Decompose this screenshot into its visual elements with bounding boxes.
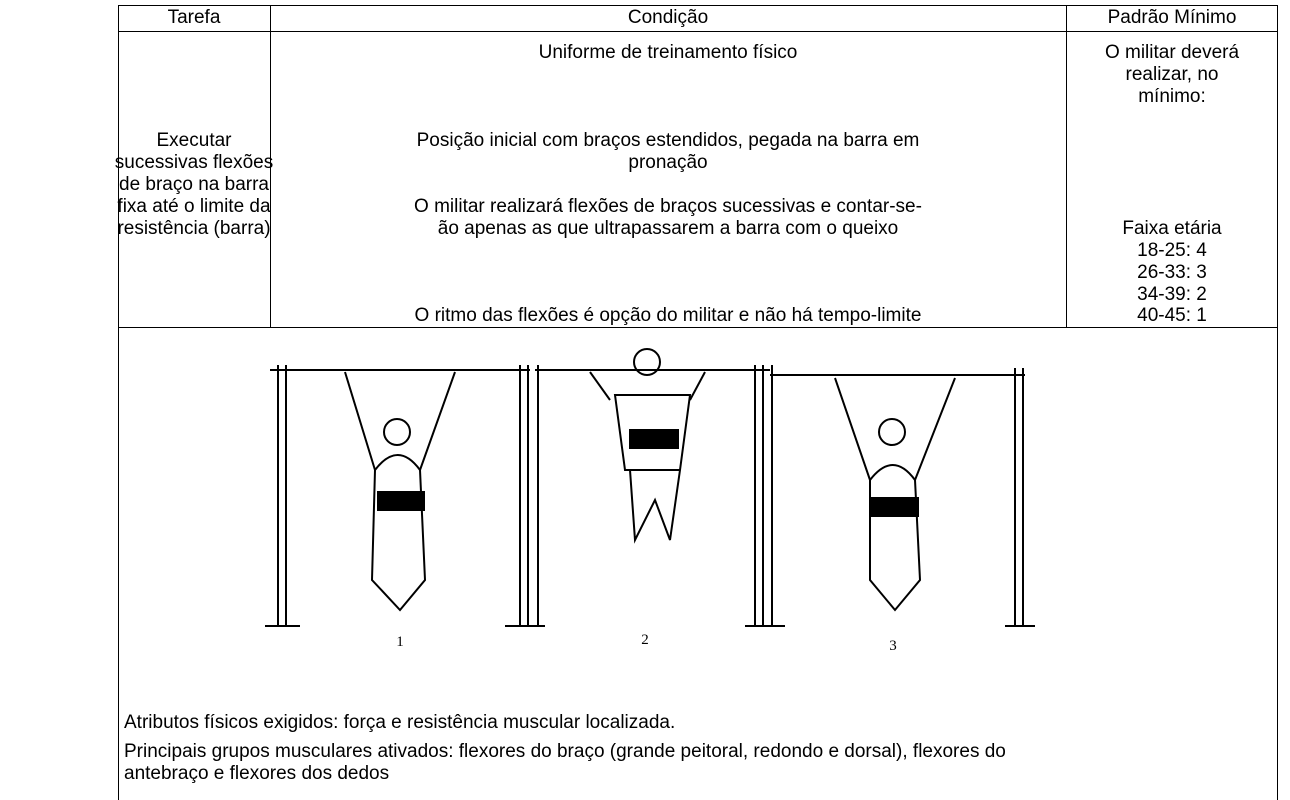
note-text: antebraço e flexores dos dedos	[124, 763, 390, 784]
condition-line: pronação	[628, 152, 708, 173]
figure-people	[344, 348, 956, 612]
condition-line: Posição inicial com braços estendidos, p…	[416, 130, 920, 151]
figure-label: 3	[889, 638, 897, 654]
task-line: de braço na barra	[119, 174, 269, 195]
task-line: resistência (barra)	[117, 218, 271, 239]
border	[1277, 5, 1278, 800]
note-text: Principais grupos musculares ativados: f…	[124, 741, 1006, 762]
standard-line: 26-33: 3	[1137, 262, 1207, 283]
header-cell: Tarefa	[167, 7, 221, 28]
border	[1066, 5, 1067, 327]
condition-line: Uniforme de treinamento físico	[538, 42, 798, 63]
bar-frames	[265, 365, 1035, 627]
standard-line: 40-45: 1	[1137, 305, 1207, 326]
condition-line: O ritmo das flexões é opção do militar e…	[414, 305, 922, 326]
figure-label: 2	[641, 632, 649, 648]
border	[118, 327, 1278, 328]
header-cell: Padrão Mínimo	[1107, 7, 1237, 28]
condition-line: ão apenas as que ultrapassarem a barra c…	[437, 218, 899, 239]
figure-label: 1	[396, 634, 404, 650]
border	[270, 5, 271, 327]
task-line: fixa até o limite da	[117, 196, 271, 217]
standard-line: mínimo:	[1138, 86, 1206, 107]
condition-line: O militar realizará flexões de braços su…	[414, 196, 922, 217]
border	[118, 5, 1278, 6]
standard-line: O militar deverá	[1104, 42, 1240, 63]
task-line: Executar	[156, 130, 232, 151]
border	[118, 31, 1278, 32]
standard-line: realizar, no	[1125, 64, 1219, 85]
standard-line: Faixa etária	[1122, 218, 1222, 239]
header-cell: Condição	[627, 7, 709, 28]
border	[118, 5, 119, 800]
note-text: Atributos físicos exigidos: força e resi…	[124, 712, 676, 733]
standard-line: 34-39: 2	[1137, 284, 1207, 305]
task-line: sucessivas flexões	[114, 152, 274, 173]
standard-line: 18-25: 4	[1137, 240, 1207, 261]
